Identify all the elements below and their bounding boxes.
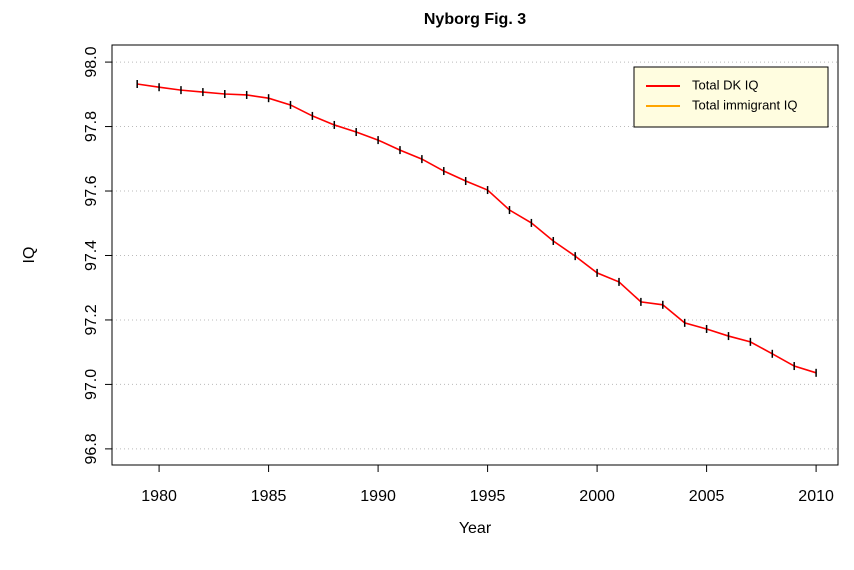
x-tick-label: 2010 xyxy=(798,488,834,505)
chart-title: Nyborg Fig. 3 xyxy=(424,11,526,28)
y-tick-label: 97.8 xyxy=(83,111,100,142)
x-tick-label: 2005 xyxy=(689,488,725,505)
y-tick-label: 96.8 xyxy=(83,433,100,464)
x-tick-label: 2000 xyxy=(579,488,615,505)
x-tick-label: 1995 xyxy=(470,488,506,505)
y-tick-label: 97.0 xyxy=(83,369,100,400)
x-axis-label: Year xyxy=(459,520,492,537)
y-tick-label: 97.6 xyxy=(83,175,100,206)
series-line xyxy=(137,83,817,374)
plot-frame xyxy=(111,44,839,466)
x-tick-label: 1980 xyxy=(141,488,177,505)
x-tick-label: 1985 xyxy=(251,488,287,505)
x-tick-label: 1990 xyxy=(360,488,396,505)
legend-label: Total immigrant IQ xyxy=(692,97,797,112)
y-tick-label: 98.0 xyxy=(83,46,100,77)
y-tick-label: 97.4 xyxy=(83,240,100,271)
y-tick-label: 97.2 xyxy=(83,304,100,335)
legend-box xyxy=(633,66,829,128)
y-axis-label: IQ xyxy=(21,247,38,264)
legend-label: Total DK IQ xyxy=(692,77,758,92)
